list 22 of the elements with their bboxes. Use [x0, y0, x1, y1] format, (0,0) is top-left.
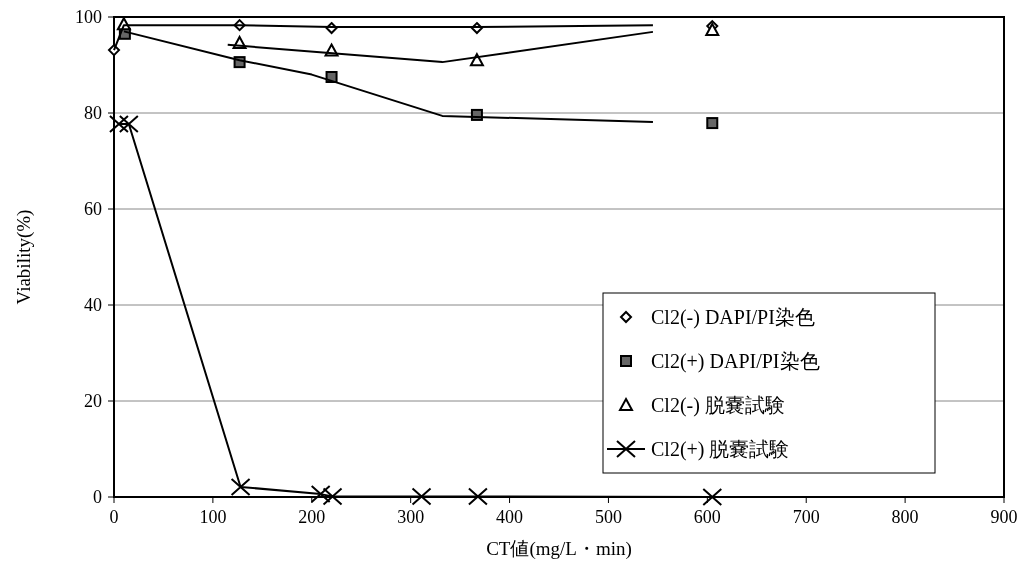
legend-label: Cl2(-) 脱嚢試験: [651, 394, 785, 417]
y-tick-label: 100: [75, 7, 102, 27]
y-tick-label: 0: [93, 487, 102, 507]
x-tick-label: 700: [792, 507, 820, 527]
legend-label: Cl2(+) DAPI/PI染色: [651, 350, 820, 373]
y-tick-label: 20: [84, 391, 102, 411]
x-tick-label: 0: [109, 507, 119, 527]
x-axis-title: CT値(mg/L・min): [486, 538, 632, 560]
x-tick-label: 100: [199, 507, 227, 527]
x-tick-label: 800: [891, 507, 919, 527]
legend-label: Cl2(-) DAPI/PI染色: [651, 306, 815, 329]
y-tick-label: 40: [84, 295, 102, 315]
x-tick-label: 200: [298, 507, 326, 527]
y-tick-label: 80: [84, 103, 102, 123]
x-tick-label: 900: [990, 507, 1018, 527]
x-tick-label: 600: [693, 507, 721, 527]
x-tick-label: 300: [397, 507, 425, 527]
x-tick-label: 400: [496, 507, 524, 527]
y-tick-label: 60: [84, 199, 102, 219]
x-tick-label: 500: [594, 507, 622, 527]
legend-label: Cl2(+) 脱嚢試験: [651, 438, 790, 461]
y-axis-title: Viability(%): [13, 209, 35, 305]
